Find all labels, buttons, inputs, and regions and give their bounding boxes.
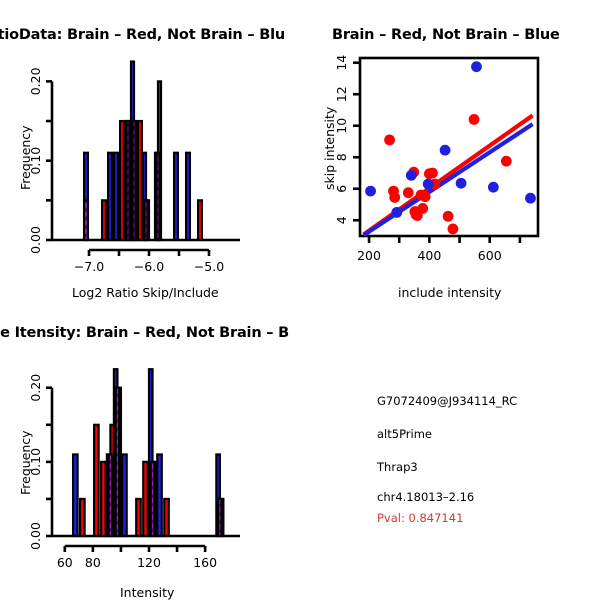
histogram-bar	[135, 497, 142, 538]
ratio-histogram-title: atioData: Brain – Red, Not Brain – Blu	[0, 27, 286, 43]
y-tick-label: 4	[334, 216, 349, 224]
histogram-bar-overlap	[143, 199, 149, 242]
y-tick-label: 14	[334, 55, 349, 71]
x-tick-label: 60	[57, 555, 73, 570]
scatter-point	[402, 187, 414, 199]
scatter-point	[384, 134, 395, 146]
panel-info-box: G7072409@J934114_RC alt5Prime Thrap3 chr…	[365, 368, 540, 530]
y-tick-label: 10	[334, 118, 349, 134]
panel-ratio-histogram: atioData: Brain – Red, Not Brain – Blu F…	[0, 0, 300, 310]
scatter-point	[525, 192, 536, 204]
info-pval: Pval: 0.847141	[377, 511, 464, 525]
scatter-point	[427, 167, 438, 179]
histogram-bar	[118, 119, 126, 242]
y-tick-label: 12	[334, 86, 349, 102]
scatter-point	[487, 181, 499, 193]
histogram-bar	[93, 423, 100, 538]
plot-frame	[358, 56, 540, 238]
info-gene: Thrap3	[377, 460, 418, 474]
histogram-bar-overlap	[155, 151, 161, 242]
info-id: G7072409@J934114_RC	[377, 394, 518, 408]
y-tick-label: 0.00	[28, 226, 43, 254]
scatter-point	[422, 178, 434, 190]
histogram-bar	[121, 453, 128, 538]
scatter-point	[391, 206, 403, 218]
intensity-histogram-title: ne Itensity: Brain – Red, Not Brain – B	[0, 325, 290, 341]
histogram-bar	[100, 460, 107, 538]
histogram-bar	[196, 199, 204, 242]
scatter-point	[442, 210, 454, 222]
scatter-point	[455, 177, 467, 189]
info-event-type: alt5Prime	[377, 427, 433, 441]
scatter-title: Brain – Red, Not Brain – Blue	[332, 27, 560, 43]
histogram-bar	[79, 497, 86, 538]
regression-line	[362, 122, 534, 236]
scatter-plot: 4 6 8 10 12 14 200 400 600	[334, 55, 540, 263]
histogram-bar	[112, 151, 120, 242]
info-locus: chr4.18013–2.16	[377, 490, 475, 504]
y-tick-label: 0.10	[28, 147, 43, 175]
y-tick-label: 0.20	[28, 374, 43, 402]
histogram-bar-overlap	[131, 119, 137, 242]
x-tick-label: −7.0	[74, 259, 104, 274]
histogram-bar-overlap	[107, 453, 114, 538]
histogram-bar	[172, 151, 180, 242]
x-tick-label: 400	[417, 248, 441, 263]
panel-intensity-histogram: ne Itensity: Brain – Red, Not Brain – B …	[0, 305, 300, 600]
scatter-point	[417, 203, 429, 214]
x-tick-label: −5.0	[194, 259, 224, 274]
scatter-layer	[362, 61, 536, 236]
x-tick-label: 120	[137, 555, 161, 570]
histogram-bar-overlap	[125, 119, 131, 242]
histogram-bar-overlap	[82, 199, 90, 242]
y-tick-label: 0.00	[28, 522, 43, 550]
intensity-histogram-xlabel: Intensity	[120, 585, 175, 600]
scatter-point	[447, 223, 459, 235]
x-tick-label: 200	[357, 248, 381, 263]
histogram-bar-overlap	[217, 497, 223, 538]
histogram-bar	[100, 199, 108, 242]
histogram-bar	[163, 497, 170, 538]
scatter-point	[365, 185, 376, 197]
ratio-histogram-plot: 0.00 0.10 0.20 −7.0 −6.0 −5.0	[28, 60, 240, 274]
scatter-point	[405, 169, 417, 181]
scatter-point	[471, 61, 482, 73]
bars	[71, 368, 225, 538]
histogram-bar-overlap	[114, 386, 121, 538]
y-tick-label: 8	[334, 153, 349, 161]
y-tick-label: 0.10	[28, 448, 43, 476]
x-tick-label: 160	[193, 555, 217, 570]
bars	[82, 60, 204, 242]
y-tick-label: 6	[334, 185, 349, 193]
histogram-bar	[136, 119, 144, 242]
scatter-point	[468, 114, 480, 125]
histogram-bar	[156, 453, 163, 538]
histogram-bar	[184, 151, 192, 242]
x-tick-label: 80	[85, 555, 101, 570]
y-tick-label: 0.20	[28, 67, 43, 95]
scatter-point	[389, 192, 401, 203]
intensity-histogram-plot: 0.00 0.10 0.20 60 80 120 160	[28, 368, 240, 570]
histogram-bar	[71, 453, 79, 538]
scatter-point	[419, 191, 431, 203]
x-tick-label: −6.0	[134, 259, 164, 274]
panel-intensity-scatter: Brain – Red, Not Brain – Blue skip inten…	[300, 0, 600, 310]
ratio-histogram-xlabel: Log2 Ratio Skip/Include	[72, 285, 219, 300]
histogram-bar-overlap	[149, 460, 156, 538]
histogram-bar	[142, 460, 149, 538]
scatter-point	[439, 144, 451, 156]
scatter-point	[500, 155, 512, 167]
x-tick-label: 600	[478, 248, 502, 263]
scatter-xlabel: include intensity	[398, 285, 502, 300]
info-box-background	[365, 368, 540, 530]
histogram-bar	[106, 151, 114, 242]
